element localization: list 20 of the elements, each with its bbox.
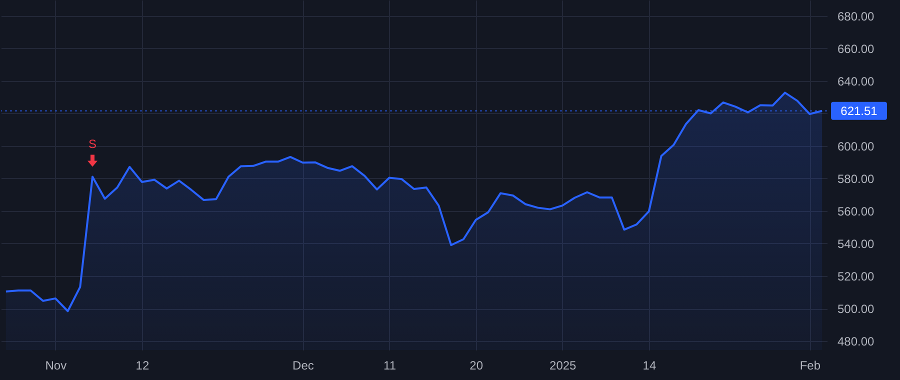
y-tick-label: 520.00 xyxy=(838,270,875,284)
y-tick-label: 480.00 xyxy=(838,334,875,349)
x-tick-label: 2025 xyxy=(550,358,577,372)
y-tick-label: 500.00 xyxy=(838,302,875,316)
x-tick-label: Nov xyxy=(45,358,67,372)
x-tick-label: 14 xyxy=(642,358,656,372)
y-tick-label: 580.00 xyxy=(838,172,875,186)
ref-line-label: 621.51 xyxy=(840,104,878,118)
y-tick-label: 660.00 xyxy=(838,42,875,56)
x-tick-label: 20 xyxy=(470,358,484,372)
y-tick-label: 640.00 xyxy=(838,74,875,88)
y-tick-label: 560.00 xyxy=(838,204,875,218)
x-tick-label: 12 xyxy=(136,358,150,372)
y-tick-label: 680.00 xyxy=(838,9,875,24)
x-tick-label: 11 xyxy=(384,358,396,372)
x-tick-label: Feb xyxy=(800,358,821,372)
y-tick-label: 600.00 xyxy=(838,139,875,154)
x-tick-label: Dec xyxy=(292,358,314,372)
y-tick-label: 540.00 xyxy=(838,236,875,251)
annotation: S xyxy=(88,136,97,151)
